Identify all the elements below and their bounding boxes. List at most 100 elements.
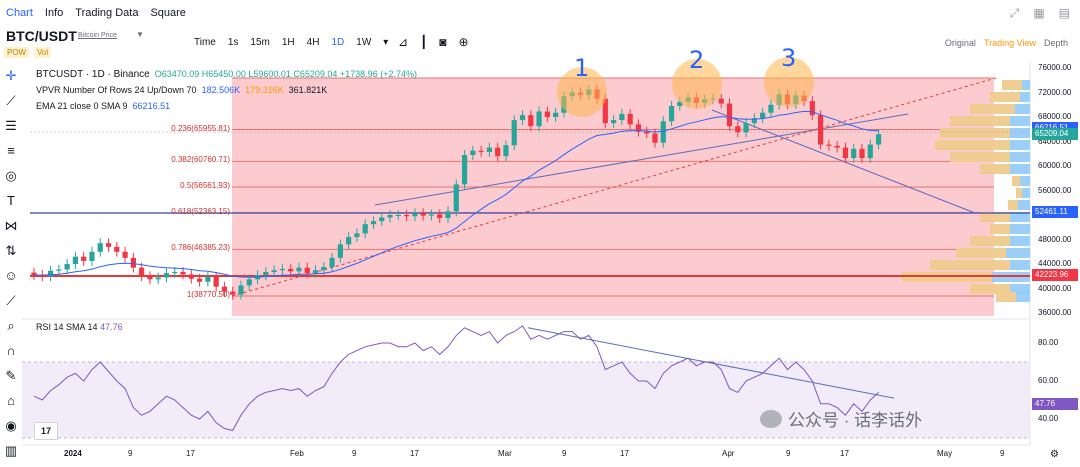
candle-body [859, 148, 865, 159]
lock-draw-icon[interactable]: ✎ [5, 368, 17, 383]
layout-icon[interactable]: ▤ [1058, 6, 1070, 20]
brush-icon[interactable]: ◎ [5, 168, 17, 183]
fib-label: 0.382(60760.71) [171, 155, 230, 165]
candle-body [130, 257, 136, 268]
indicator-icon[interactable]: ⊿ [398, 35, 409, 49]
ruler-icon[interactable]: ⟋ [6, 293, 16, 308]
wave-circle [557, 67, 607, 117]
symbol-title[interactable]: BTC/USDT [6, 28, 77, 44]
candle-body [503, 145, 509, 157]
fib-retracement-icon[interactable]: ☰ [5, 118, 17, 133]
nav-chart[interactable]: Chart [6, 7, 33, 19]
candle-body [279, 268, 285, 271]
gear-icon[interactable]: ⚙ [1050, 449, 1059, 460]
candle-body [97, 243, 103, 252]
candle-body [470, 150, 476, 155]
trendline-icon[interactable]: ⟋ [6, 93, 16, 108]
vol-badge[interactable]: Vol [34, 47, 52, 58]
time-tick-label: 9 [562, 449, 567, 458]
candle-body [553, 112, 559, 117]
view-trading-view[interactable]: Trading View [983, 38, 1036, 48]
trendline-down [711, 109, 976, 214]
candle-body [511, 120, 517, 146]
ema-label[interactable]: EMA 21 close 0 SMA 9 [36, 101, 128, 111]
wave-circle [764, 57, 814, 107]
expand-icon[interactable]: ⤢ [1009, 6, 1020, 20]
candle-body [420, 213, 426, 216]
candle-body [536, 111, 542, 127]
vpvr-value-total: 361.821K [288, 85, 328, 95]
symbol-name-link[interactable]: Bitcoin Price [78, 32, 117, 39]
lock-icon[interactable]: ⌂ [7, 393, 15, 408]
candle-type-icon[interactable]: ┃ [420, 35, 428, 49]
interval-1d[interactable]: 1D [331, 37, 345, 48]
price-tick-label: 40000.00 [1038, 283, 1072, 293]
time-tick-label: 9 [1000, 449, 1005, 458]
vp-bar-down [1012, 176, 1030, 186]
rsi-band [22, 362, 1030, 438]
crosshair-icon[interactable]: ✛ [5, 68, 17, 83]
vp-bar-up [935, 140, 1010, 150]
tradingview-logo[interactable]: 17 [34, 422, 58, 440]
interval-1s[interactable]: 1s [227, 37, 239, 48]
magnet-icon[interactable]: ∩ [6, 343, 16, 358]
interval-15m[interactable]: 15m [250, 37, 270, 48]
interval-1h[interactable]: 1H [281, 37, 295, 48]
time-tick-label: Apr [722, 449, 735, 458]
prediction-icon[interactable]: ⇅ [5, 243, 17, 258]
nav-info[interactable]: Info [44, 7, 64, 19]
candle-body [47, 270, 54, 277]
interval-4h[interactable]: 4H [306, 37, 320, 48]
chart-tools: ⊿ ┃ ◙ ⊕ [398, 35, 469, 49]
wave-circle [672, 59, 722, 109]
candle-body [660, 121, 666, 143]
watermark: 公众号 · 话李话外 [760, 406, 922, 431]
nav-trading-data[interactable]: Trading Data [75, 7, 139, 19]
trendline-dashed [231, 77, 997, 297]
chevron-down-icon[interactable]: ▼ [136, 30, 144, 39]
vp-bar-up [950, 116, 1010, 126]
candle-body [627, 113, 633, 125]
view-original[interactable]: Original [944, 38, 976, 48]
vp-bar-up [996, 292, 1016, 302]
candle-body [105, 243, 112, 247]
interval-time[interactable]: Time [194, 37, 216, 48]
candle-body [644, 131, 650, 134]
grid-icon[interactable]: ▦ [1033, 6, 1045, 20]
time-tick-label: 17 [840, 449, 849, 458]
interval-more-icon[interactable]: ▾ [383, 37, 389, 48]
camera-icon[interactable]: ◙ [439, 35, 447, 49]
vp-bar-down [1008, 200, 1030, 210]
candle-body [834, 145, 840, 148]
rsi-legend: RSI 14 SMA 14 47.76 [36, 322, 123, 332]
candle-body [354, 233, 360, 238]
view-depth[interactable]: Depth [1043, 38, 1068, 48]
emoji-icon[interactable]: ☺ [4, 268, 18, 283]
interval-1w[interactable]: 1W [356, 37, 372, 48]
vp-bar-up [970, 236, 1010, 246]
add-icon[interactable]: ⊕ [458, 35, 469, 49]
price-tick-label: 56000.00 [1038, 185, 1072, 195]
eye-icon[interactable]: ◉ [5, 418, 17, 433]
zoom-icon[interactable]: ⌕ [7, 318, 15, 333]
candle-body [842, 147, 849, 159]
rsi-label[interactable]: RSI 14 SMA 14 [36, 322, 98, 332]
fib-label: 1(38770.50) [186, 290, 230, 300]
price-tick-label: 76000.00 [1038, 63, 1072, 72]
candle-body [412, 213, 418, 217]
candle-body [486, 147, 492, 152]
candle-body [304, 267, 310, 274]
candle-body [519, 115, 526, 121]
price-tick-label: 44000.00 [1038, 259, 1072, 268]
trash-icon[interactable]: ▥ [4, 443, 18, 458]
pattern-icon[interactable]: ⋈ [4, 218, 18, 233]
text-icon[interactable]: T [7, 193, 15, 208]
channel-icon[interactable]: ≡ [7, 143, 15, 158]
fib-label: 0.618(52363.15) [171, 206, 230, 216]
vpvr-label[interactable]: VPVR Number Of Rows 24 Up/Down 70 [36, 85, 197, 95]
wave-label: 3 [781, 44, 797, 72]
nav-square[interactable]: Square [150, 7, 186, 19]
rsi-divergence-line [527, 327, 895, 399]
candle-body [246, 279, 252, 286]
